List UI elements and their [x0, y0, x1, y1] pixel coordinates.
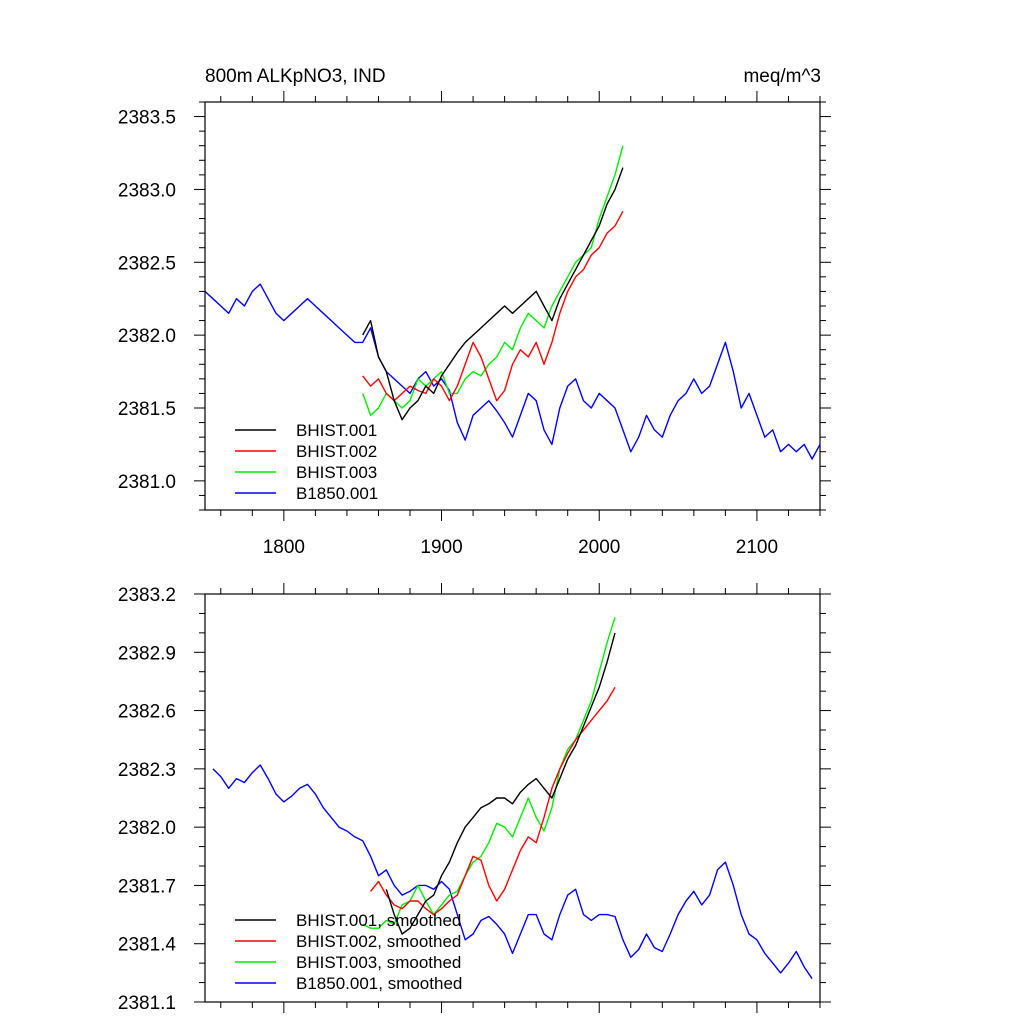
y-tick-label: 2382.0 — [118, 818, 176, 839]
y-tick-label: 2383.0 — [118, 180, 176, 201]
chart-title: 800m ALKpNO3, IND — [205, 66, 386, 87]
y-tick-label: 2382.5 — [118, 253, 176, 274]
x-tick-label: 1800 — [263, 537, 305, 558]
series-line-b1850-001 — [205, 283, 820, 460]
y-tick-label: 2382.0 — [118, 326, 176, 347]
series-line-b1850-001-smoothed — [212, 764, 813, 980]
series-line-bhist-003-smoothed — [362, 617, 616, 929]
legend-label-b1850-001: B1850.001 — [296, 484, 378, 503]
chart-units: meq/m^3 — [743, 66, 821, 87]
y-tick-label: 2383.2 — [118, 585, 176, 606]
legend-label-bhist-001: BHIST.001 — [296, 421, 377, 440]
legend-label-bhist-002-smoothed: BHIST.002, smoothed — [296, 932, 461, 951]
x-tick-label: 1900 — [420, 537, 462, 558]
plot-frame — [204, 593, 821, 1003]
legend-label-bhist-003-smoothed: BHIST.003, smoothed — [296, 953, 461, 972]
series-line-bhist-002 — [362, 210, 624, 402]
legend-label-bhist-003: BHIST.003 — [296, 463, 377, 482]
series-line-bhist-001 — [362, 167, 624, 421]
legend-label-b1850-001-smoothed: B1850.001, smoothed — [296, 974, 462, 993]
x-tick-label: 2000 — [578, 537, 620, 558]
y-tick-label: 2381.4 — [118, 935, 177, 956]
y-tick-label: 2383.5 — [118, 108, 176, 129]
series-line-bhist-001-smoothed — [385, 632, 616, 935]
y-tick-label: 2382.3 — [118, 760, 176, 781]
top-panel: 1800 1900 2000 2100 2381.0 2381.5 2382.0 2382.5… — [118, 91, 831, 558]
y-tick-label: 2382.9 — [118, 643, 176, 664]
series-line-bhist-003 — [362, 145, 624, 416]
x-tick-label: 2100 — [736, 537, 778, 558]
series-line-bhist-002-smoothed — [370, 686, 616, 916]
y-tick-label: 2381.0 — [118, 472, 176, 493]
legend-label-bhist-001-smoothed: BHIST.001, smoothed — [296, 911, 461, 930]
legend-label-bhist-002: BHIST.002 — [296, 442, 377, 461]
y-tick-label: 2381.5 — [118, 399, 176, 420]
y-tick-label: 2382.6 — [118, 702, 176, 723]
bottom-panel: 2381.1 2381.4 2381.7 2382.0 2382.3 2382.6 2382… — [118, 583, 831, 1014]
y-tick-label: 2381.7 — [118, 876, 176, 897]
y-tick-label: 2381.1 — [118, 993, 176, 1014]
